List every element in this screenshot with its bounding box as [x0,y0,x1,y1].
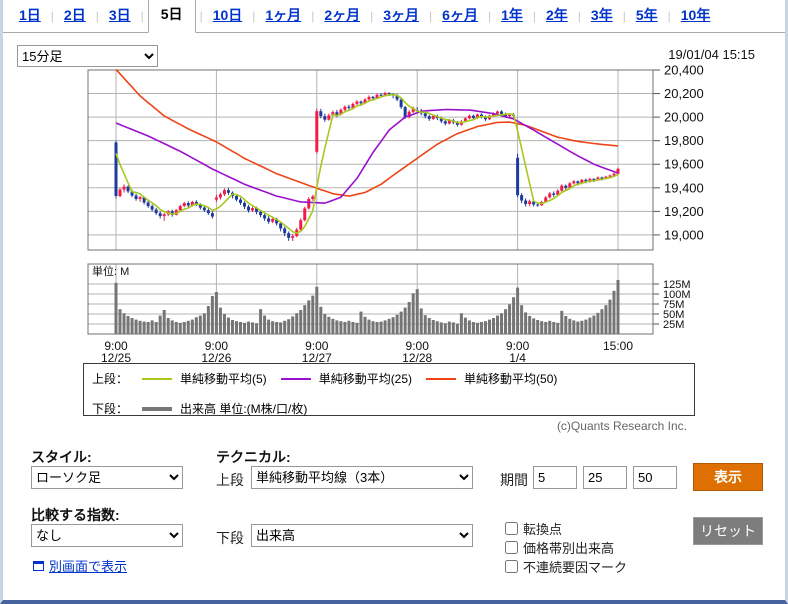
svg-text:19,200: 19,200 [664,204,704,219]
tab-3日[interactable]: 3日 [108,7,131,23]
svg-text:20,200: 20,200 [664,86,704,101]
price-volume-label: 価格帯別出来高 [523,541,615,556]
price-volume-chart: 20,400 20,200 20,000 19,800 19,600 19,400 19,2… [87,63,704,362]
tab-3年[interactable]: 3年 [590,7,613,23]
legend-volume-label: 出来高 単位:(M株/口/枚) [180,402,308,416]
tab-10年[interactable]: 10年 [680,7,711,23]
reset-button[interactable]: リセット [693,517,763,545]
copyright-text: (c)Quants Research Inc. [556,419,687,433]
svg-text:19,600: 19,600 [664,157,704,172]
discontinuity-checkbox[interactable] [505,560,518,573]
checkbox-row-discontinuity[interactable]: 不連続要因マーク [505,557,627,576]
legend-upper-label: 上段： [92,372,129,386]
tab-separator: | [50,9,54,23]
period-input-2[interactable] [583,466,627,489]
legend-ma5-label: 単純移動平均(5) [180,372,267,386]
svg-text:9:00: 9:00 [305,339,329,353]
tab-1年[interactable]: 1年 [501,7,523,23]
tab-separator: | [252,9,256,23]
tab-2日[interactable]: 2日 [63,7,86,23]
checkbox-row-price-volume[interactable]: 価格帯別出来高 [505,538,614,557]
ma25-line-swatch [280,377,311,380]
legend-lower-label: 下段： [92,402,129,416]
quote-timestamp: 19/01/04 15:15 [668,47,755,62]
style-label: スタイル: [31,449,92,465]
legend-ma50-label: 単純移動平均(50) [464,372,558,386]
svg-text:15:00: 15:00 [603,339,633,353]
tab-separator: | [622,9,626,23]
svg-text:1/4: 1/4 [509,351,526,362]
tab-separator: | [199,9,203,23]
tab-separator: | [370,9,374,23]
new-window-icon [33,560,44,571]
period-tab-bar: 1日 | 2日 | 3日 | 5日 | 10日 | 1ヶ月 | 2ヶ月 | 3ヶ月 | 6ヶ月 | 1年 | 2年 | 3年… [3,0,785,33]
tab-3ヶ月[interactable]: 3ヶ月 [383,7,420,23]
svg-text:単位: M: 単位: M [92,264,129,278]
svg-text:25M: 25M [663,319,684,331]
tab-1日[interactable]: 1日 [19,7,41,23]
technical-label: テクニカル: [216,449,291,465]
tab-5年[interactable]: 5年 [635,7,658,23]
svg-text:9:00: 9:00 [506,339,530,353]
ma50-line-swatch [426,377,457,380]
lower-indicator-select[interactable]: 出来高 [251,524,473,547]
tab-2ヶ月[interactable]: 2ヶ月 [324,7,361,23]
svg-text:50M: 50M [663,309,684,321]
discontinuity-label: 不連続要因マーク [523,560,628,575]
tab-2年[interactable]: 2年 [546,7,568,23]
svg-text:9:00: 9:00 [406,339,430,353]
show-button[interactable]: 表示 [693,463,763,491]
svg-text:9:00: 9:00 [104,339,128,353]
tenkanten-label: 転換点 [523,522,563,537]
tab-separator: | [667,9,671,23]
legend-ma25-label: 単純移動平均(25) [318,372,413,386]
tab-separator: | [532,9,536,23]
period-input-3[interactable] [633,466,677,489]
svg-text:100M: 100M [663,289,691,301]
compare-index-select[interactable]: なし [31,524,183,547]
svg-text:19,800: 19,800 [664,133,704,148]
svg-text:12/27: 12/27 [302,351,332,362]
lower-pane-label: 下段 [216,530,244,546]
tab-5日[interactable]: 5日 [147,0,196,33]
upper-pane-label: 上段 [216,472,244,488]
svg-text:19,400: 19,400 [664,180,704,195]
tab-separator: | [487,9,492,23]
svg-text:75M: 75M [663,299,684,311]
tab-10日[interactable]: 10日 [212,7,243,23]
svg-text:12/25: 12/25 [101,351,131,362]
compare-label: 比較する指数: [31,507,120,523]
ma5-line-swatch [142,377,173,380]
tab-separator: | [140,9,144,23]
period-input-1[interactable] [533,466,577,489]
svg-text:12/26: 12/26 [201,351,231,362]
svg-text:20,000: 20,000 [664,110,704,125]
price-volume-checkbox[interactable] [505,541,518,554]
checkbox-row-tenkanten[interactable]: 転換点 [505,519,562,538]
tab-separator: | [311,9,315,23]
period-label: 期間 [500,472,528,488]
tab-separator: | [577,9,581,23]
tenkanten-checkbox[interactable] [505,522,518,535]
tab-1ヶ月[interactable]: 1ヶ月 [265,7,302,23]
tab-6ヶ月[interactable]: 6ヶ月 [442,7,478,23]
volume-swatch [142,406,173,411]
svg-text:9:00: 9:00 [205,339,229,353]
interval-select[interactable]: 15分足 [17,45,158,67]
svg-text:125M: 125M [663,279,691,291]
tab-separator: | [95,9,99,23]
svg-text:20,400: 20,400 [664,63,704,78]
style-select[interactable]: ローソク足 [31,466,183,489]
tab-separator: | [429,9,433,23]
svg-text:12/28: 12/28 [402,351,432,362]
popup-link-row: 別画面で表示 [33,556,127,575]
chart-legend: 上段： 単純移動平均(5) 単純移動平均(25) 単純移動平均(50) 下段： … [83,363,695,416]
open-in-new-window-link[interactable]: 別画面で表示 [49,559,128,574]
upper-indicator-select[interactable]: 単純移動平均線（3本） [251,466,473,489]
svg-text:19,000: 19,000 [664,227,704,242]
